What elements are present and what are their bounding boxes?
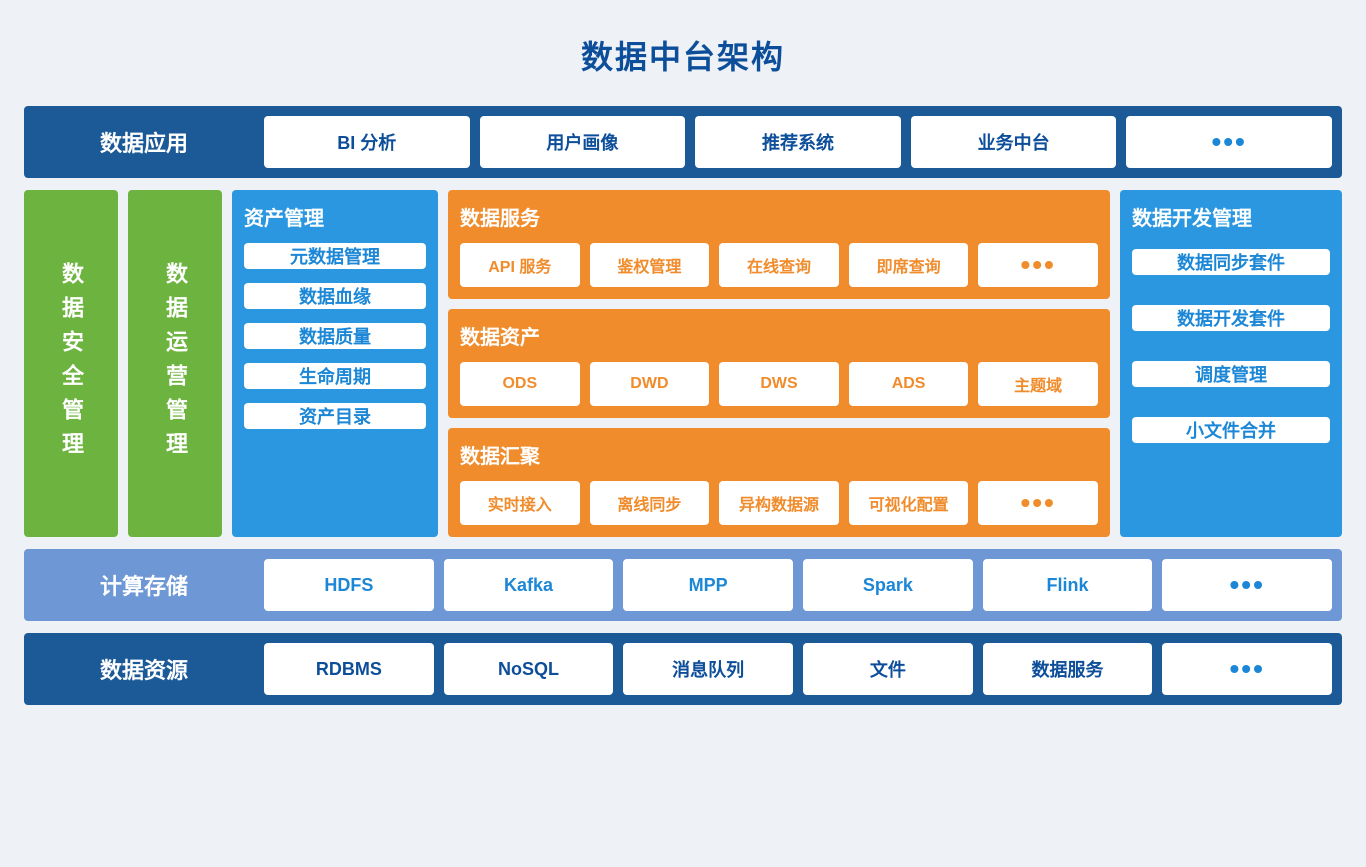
chip-lifecycle: 生命周期 bbox=[244, 363, 426, 389]
row-data-resource: 数据资源 RDBMS NoSQL 消息队列 文件 数据服务 ••• bbox=[24, 633, 1342, 705]
chip-sync-suite: 数据同步套件 bbox=[1132, 249, 1330, 275]
panel-asset-management: 资产管理 元数据管理 数据血缘 数据质量 生命周期 资产目录 bbox=[232, 190, 438, 537]
chip-data-service-src: 数据服务 bbox=[983, 643, 1153, 695]
vstrip-security: 数据安全管理 bbox=[24, 190, 118, 537]
panel-title-data-dev: 数据开发管理 bbox=[1132, 202, 1330, 231]
chips-resource: RDBMS NoSQL 消息队列 文件 数据服务 ••• bbox=[264, 643, 1332, 695]
chip-spark: Spark bbox=[803, 559, 973, 611]
chip-offline-sync: 离线同步 bbox=[590, 481, 710, 525]
chip-subject-domain: 主题域 bbox=[978, 362, 1098, 406]
chip-data-quality: 数据质量 bbox=[244, 323, 426, 349]
row-label-resource: 数据资源 bbox=[34, 643, 254, 695]
chip-ads: ADS bbox=[849, 362, 969, 406]
chip-adhoc-query: 即席查询 bbox=[849, 243, 969, 287]
panel-title-asset: 资产管理 bbox=[244, 202, 426, 231]
center-column: 数据服务 API 服务 鉴权管理 在线查询 即席查询 ••• 数据资产 ODS … bbox=[448, 190, 1110, 537]
chip-hdfs: HDFS bbox=[264, 559, 434, 611]
chips-data-application: BI 分析 用户画像 推荐系统 业务中台 ••• bbox=[264, 116, 1332, 168]
chip-nosql: NoSQL bbox=[444, 643, 614, 695]
row-data-application: 数据应用 BI 分析 用户画像 推荐系统 业务中台 ••• bbox=[24, 106, 1342, 178]
panel-title-data-asset: 数据资产 bbox=[460, 321, 1098, 350]
chip-small-file-merge: 小文件合并 bbox=[1132, 417, 1330, 443]
more-icon: ••• bbox=[1020, 249, 1055, 281]
chip-realtime-ingest: 实时接入 bbox=[460, 481, 580, 525]
chip-ods: ODS bbox=[460, 362, 580, 406]
chip-kafka: Kafka bbox=[444, 559, 614, 611]
chip-mpp: MPP bbox=[623, 559, 793, 611]
middle-section: 数据安全管理 数据运营管理 资产管理 元数据管理 数据血缘 数据质量 生命周期 … bbox=[24, 190, 1342, 537]
chip-user-profile: 用户画像 bbox=[480, 116, 686, 168]
chip-schedule-mgmt: 调度管理 bbox=[1132, 361, 1330, 387]
chip-visual-config: 可视化配置 bbox=[849, 481, 969, 525]
more-icon: ••• bbox=[1229, 653, 1264, 685]
row-label-compute: 计算存储 bbox=[34, 559, 254, 611]
more-icon: ••• bbox=[1229, 569, 1264, 601]
more-icon: ••• bbox=[1020, 487, 1055, 519]
chip-file: 文件 bbox=[803, 643, 973, 695]
diagram-title: 数据中台架构 bbox=[24, 32, 1342, 78]
chip-rdbms: RDBMS bbox=[264, 643, 434, 695]
panel-data-collection: 数据汇聚 实时接入 离线同步 异构数据源 可视化配置 ••• bbox=[448, 428, 1110, 537]
chip-business-platform: 业务中台 bbox=[911, 116, 1117, 168]
chip-message-queue: 消息队列 bbox=[623, 643, 793, 695]
chip-dev-suite: 数据开发套件 bbox=[1132, 305, 1330, 331]
chip-more-top: ••• bbox=[1126, 116, 1332, 168]
vstrip-operations: 数据运营管理 bbox=[128, 190, 222, 537]
panel-data-asset: 数据资产 ODS DWD DWS ADS 主题域 bbox=[448, 309, 1110, 418]
chip-more-resource: ••• bbox=[1162, 643, 1332, 695]
chip-metadata-mgmt: 元数据管理 bbox=[244, 243, 426, 269]
panel-data-dev: 数据开发管理 数据同步套件 数据开发套件 调度管理 小文件合并 bbox=[1120, 190, 1342, 537]
chip-dwd: DWD bbox=[590, 362, 710, 406]
row-label-data-application: 数据应用 bbox=[34, 116, 254, 168]
chip-more-service: ••• bbox=[978, 243, 1098, 287]
chip-hetero-source: 异构数据源 bbox=[719, 481, 839, 525]
chip-data-lineage: 数据血缘 bbox=[244, 283, 426, 309]
chip-online-query: 在线查询 bbox=[719, 243, 839, 287]
chip-asset-catalog: 资产目录 bbox=[244, 403, 426, 429]
chip-more-collection: ••• bbox=[978, 481, 1098, 525]
chip-more-compute: ••• bbox=[1162, 559, 1332, 611]
chip-bi-analysis: BI 分析 bbox=[264, 116, 470, 168]
diagram-root: 数据应用 BI 分析 用户画像 推荐系统 业务中台 ••• 数据安全管理 数据运… bbox=[24, 106, 1342, 705]
chips-compute: HDFS Kafka MPP Spark Flink ••• bbox=[264, 559, 1332, 611]
more-icon: ••• bbox=[1211, 126, 1246, 158]
chip-auth-mgmt: 鉴权管理 bbox=[590, 243, 710, 287]
chip-dws: DWS bbox=[719, 362, 839, 406]
row-compute-storage: 计算存储 HDFS Kafka MPP Spark Flink ••• bbox=[24, 549, 1342, 621]
chip-recommendation: 推荐系统 bbox=[695, 116, 901, 168]
chip-api-service: API 服务 bbox=[460, 243, 580, 287]
panel-title-data-service: 数据服务 bbox=[460, 202, 1098, 231]
panel-data-service: 数据服务 API 服务 鉴权管理 在线查询 即席查询 ••• bbox=[448, 190, 1110, 299]
panel-title-data-collection: 数据汇聚 bbox=[460, 440, 1098, 469]
chip-flink: Flink bbox=[983, 559, 1153, 611]
